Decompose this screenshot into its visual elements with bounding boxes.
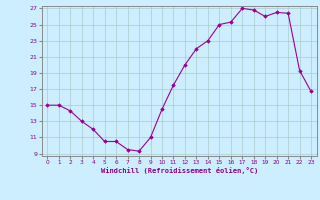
X-axis label: Windchill (Refroidissement éolien,°C): Windchill (Refroidissement éolien,°C) (100, 167, 258, 174)
